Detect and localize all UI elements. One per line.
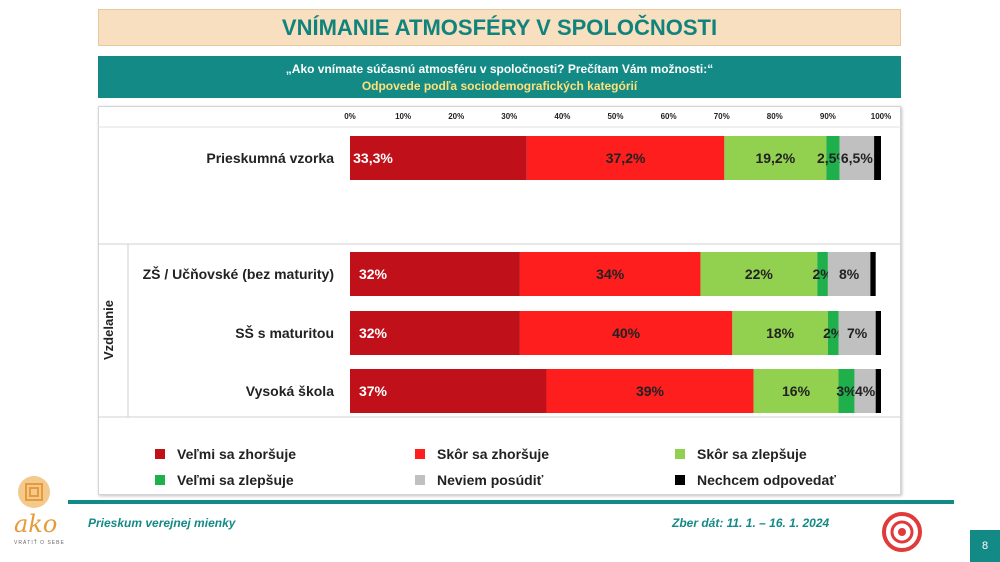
legend-item: Neviem posúdiť <box>415 472 543 488</box>
legend-item: Skôr sa zhoršuje <box>415 446 549 462</box>
bar-data-label: 37% <box>359 383 388 399</box>
bar-segment <box>350 369 547 413</box>
x-tick-label: 10% <box>395 112 411 121</box>
bar-segment <box>350 252 520 296</box>
bar-data-label: 3% <box>836 383 857 399</box>
bar-segment <box>838 369 855 413</box>
bar-segment <box>826 136 840 180</box>
bar-segment <box>870 252 876 296</box>
question-text: „Ako vnímate súčasnú atmosféru v spoločn… <box>285 62 714 76</box>
bar-data-label: 22% <box>745 266 774 282</box>
bar-segment <box>827 311 839 355</box>
legend-label: Veľmi sa zlepšuje <box>177 472 294 488</box>
bar-data-label: 7% <box>847 325 868 341</box>
bar-data-label: 39% <box>636 383 665 399</box>
page-title: VNÍMANIE ATMOSFÉRY V SPOLOČNOSTI <box>281 14 718 40</box>
legend-label: Neviem posúdiť <box>437 472 544 488</box>
bar-data-label: 32% <box>359 266 388 282</box>
page-number: 8 <box>970 530 1000 562</box>
bar-segment <box>350 311 520 355</box>
x-tick-label: 40% <box>554 112 570 121</box>
x-tick-label: 60% <box>661 112 677 121</box>
x-tick-label: 90% <box>820 112 836 121</box>
footer-divider <box>68 500 954 504</box>
footer-date-range: Zber dát: 11. 1. – 16. 1. 2024 <box>672 516 830 530</box>
legend-item: Veľmi sa zlepšuje <box>155 472 294 488</box>
bar-segment <box>854 369 876 413</box>
legend-swatch <box>415 475 425 485</box>
x-tick-label: 70% <box>714 112 730 121</box>
bar-segment <box>875 311 881 355</box>
legend-swatch <box>675 449 685 459</box>
legend-label: Veľmi sa zhoršuje <box>177 446 296 462</box>
bar-segment <box>839 136 875 180</box>
bar-segment <box>874 136 881 180</box>
bar-segment <box>875 369 881 413</box>
legend-swatch <box>415 449 425 459</box>
legend-item: Skôr sa zlepšuje <box>675 446 807 462</box>
bar-data-label: 19,2% <box>755 150 795 166</box>
bar-segment <box>817 252 828 296</box>
bar-data-label: 8% <box>839 266 860 282</box>
broadcaster-logo-icon <box>882 512 922 552</box>
bar-data-label: 33,3% <box>353 150 393 166</box>
legend-item: Nechcem odpovedať <box>675 472 836 488</box>
bar-data-label: 16% <box>782 383 811 399</box>
bar-data-label: 37,2% <box>606 150 646 166</box>
legend-item: Veľmi sa zhoršuje <box>155 446 296 462</box>
bar-data-label: 32% <box>359 325 388 341</box>
stacked-bar-chart: 0% 10% 20% 30% 40% 50% 60% 70% 80% 90% 100% Priesku… <box>98 112 901 418</box>
x-tick-label: 20% <box>448 112 464 121</box>
x-tick-label: 100% <box>871 112 891 121</box>
category-label: Prieskumná vzorka <box>206 150 334 166</box>
legend-label: Nechcem odpovedať <box>697 472 836 488</box>
bar-segment <box>724 136 827 180</box>
category-label: Vysoká škola <box>246 383 334 399</box>
title-banner: VNÍMANIE ATMOSFÉRY V SPOLOČNOSTI <box>98 9 901 46</box>
bar-segment <box>546 369 754 413</box>
legend-label: Skôr sa zhoršuje <box>437 446 550 462</box>
bar-segment <box>732 311 828 355</box>
bar-segment <box>526 136 725 180</box>
legend-swatch <box>155 475 165 485</box>
bar-data-label: 4% <box>855 383 876 399</box>
category-label: ZŠ / Učňovské (bez maturity) <box>143 265 334 282</box>
bar-segment <box>838 311 876 355</box>
legend-swatch <box>675 475 685 485</box>
x-tick-label: 0% <box>344 112 356 121</box>
ako-logo-tagline: VRÁTIŤ O SEBE <box>14 540 65 546</box>
bar-segment <box>753 369 839 413</box>
question-banner: „Ako vnímate súčasnú atmosféru v spoločn… <box>98 56 901 98</box>
bar-segment <box>827 252 871 296</box>
bar-data-label: 6,5% <box>841 150 873 166</box>
bar-segment <box>350 136 527 180</box>
group-axis-label: Vzdelanie <box>101 300 116 360</box>
bar-segment <box>519 311 733 355</box>
category-label: SŠ s maturitou <box>235 324 334 341</box>
x-tick-label: 80% <box>767 112 783 121</box>
bar-data-label: 18% <box>766 325 795 341</box>
bar-data-label: 34% <box>596 266 625 282</box>
bar-segment <box>700 252 818 296</box>
x-tick-label: 30% <box>501 112 517 121</box>
bar-data-label: 40% <box>612 325 641 341</box>
x-tick-label: 50% <box>607 112 623 121</box>
legend-label: Skôr sa zlepšuje <box>697 446 807 462</box>
ako-logo-text: ako <box>14 510 58 538</box>
bar-segment <box>519 252 701 296</box>
question-subtitle: Odpovede podľa sociodemografických kateg… <box>361 79 638 93</box>
legend-swatch <box>155 449 165 459</box>
footer-survey-label: Prieskum verejnej mienky <box>88 516 236 530</box>
ako-logo-icon <box>18 476 50 508</box>
